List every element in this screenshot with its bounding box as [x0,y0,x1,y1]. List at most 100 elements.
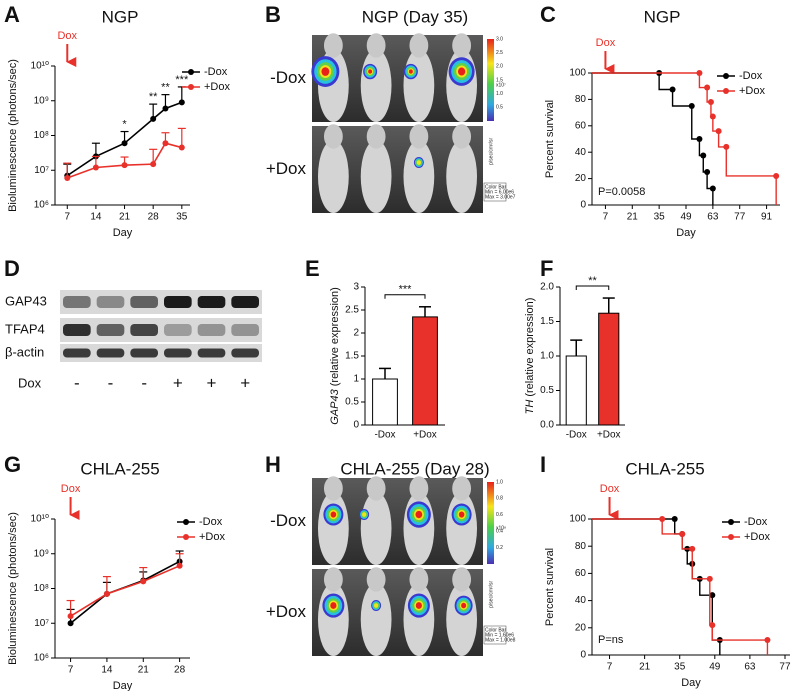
point [162,140,169,147]
significance-label: ** [588,275,597,287]
mouse-head [323,124,343,149]
legend-marker [728,519,734,525]
mouse-body [360,139,392,214]
colorbar-info: Min = 1.60e6 [485,632,514,638]
blot-strip [60,290,262,314]
y-tick-label: 2.0 [540,282,554,293]
x-tick-label: -Dox [566,430,587,441]
blot-band [96,348,125,358]
dox-label: Dox [596,37,616,49]
panel-label: D [4,256,20,281]
signal [415,602,422,609]
bar [565,355,587,426]
bar [598,312,620,426]
mouse-head [409,476,429,501]
mouse-body [446,491,478,565]
event-point [773,172,780,179]
lane-label: + [240,373,250,392]
signal [368,69,373,74]
mouse-head [409,33,429,58]
colorbar-tick: 2.0 [496,64,503,70]
blot-band [197,296,226,308]
mouse-head [409,124,429,149]
x-tick-label: 77 [734,212,746,223]
dox-label: Dox [57,30,77,42]
legend-label: -Dox [744,516,768,528]
x-tick-label: 35 [654,212,666,223]
mouse-head [323,33,343,58]
x-axis-label: Day [113,680,133,691]
blot-band [231,324,259,336]
colorbar [487,482,494,564]
point [67,620,74,627]
event-point [679,530,686,537]
mouse-body [360,48,392,122]
x-tick-label: 77 [779,662,791,673]
event-point [704,84,711,91]
y-axis-label: Percent survival [544,100,556,178]
y-tick-label: 100 [569,68,586,79]
blot-band [164,324,192,336]
lane-label: - [108,373,114,392]
y-tick-label: 10⁷ [34,618,49,629]
y-axis-label-text: (relative expression) [524,298,536,400]
colorbar-scale: x10⁷ [496,82,506,88]
colorbar-tick: 2.5 [496,50,503,56]
point [178,144,185,151]
point [176,562,183,569]
x-axis-label: Day [681,677,701,689]
colorbar-box [483,182,507,202]
point [121,162,128,169]
y-tick-label: 60 [575,568,587,579]
y-tick-label: 10⁶ [34,653,49,664]
image-title: CHLA-255 (Day 28) [340,459,489,478]
colorbar-tick: 1.5 [496,77,503,83]
colorbar-tick: 0.6 [496,512,503,518]
colorbar-info: Max = 1.00e8 [485,637,516,643]
mouse-body [317,139,349,214]
y-tick-label: 10⁹ [34,548,49,559]
y-tick-label: 40 [575,595,587,606]
panel-label: B [265,2,281,27]
legend-label: +Dox [204,81,230,93]
y-tick-label: 20 [575,173,587,184]
mouse-head [409,567,429,592]
y-tick-label: 2.5 [345,305,359,316]
y-tick-label: 1.0 [540,351,554,362]
bar [372,378,398,426]
mouse-head [366,33,386,58]
event-point [723,143,730,150]
point [178,99,185,106]
y-tick-label: 10⁸ [34,130,49,141]
colorbar-tick: 0.2 [496,545,503,551]
bar [412,316,438,426]
colorbar [487,39,494,121]
x-tick-label: -Dox [374,430,395,441]
y-tick-label: 3 [353,282,359,293]
signal [415,510,423,519]
point [150,161,157,168]
x-axis-label: Day [113,227,133,239]
event-point [696,136,703,142]
x-axis-label: Day [676,227,696,239]
colorbar-units: p/sec/cm²/sr [488,137,494,165]
mouse-head [452,567,472,592]
signal [457,67,466,76]
mouse-body [317,491,349,565]
event-point [696,70,703,76]
event-point [706,575,713,582]
colorbar-info: Max = 3.00e7 [485,194,516,200]
blot-band [63,296,91,308]
panel-label: F [540,256,553,281]
legend-marker [188,84,194,90]
mouse-head [452,33,472,58]
colorbar-tick: 0.8 [496,496,503,502]
y-tick-label: 0 [353,420,359,431]
significance-bracket [575,285,610,291]
y-axis-label: TH (relative expression) [524,298,536,415]
x-tick-label: 91 [761,212,773,223]
point [121,140,128,147]
p-value: P=ns [598,634,624,646]
y-tick-label: 0.0 [540,420,554,431]
